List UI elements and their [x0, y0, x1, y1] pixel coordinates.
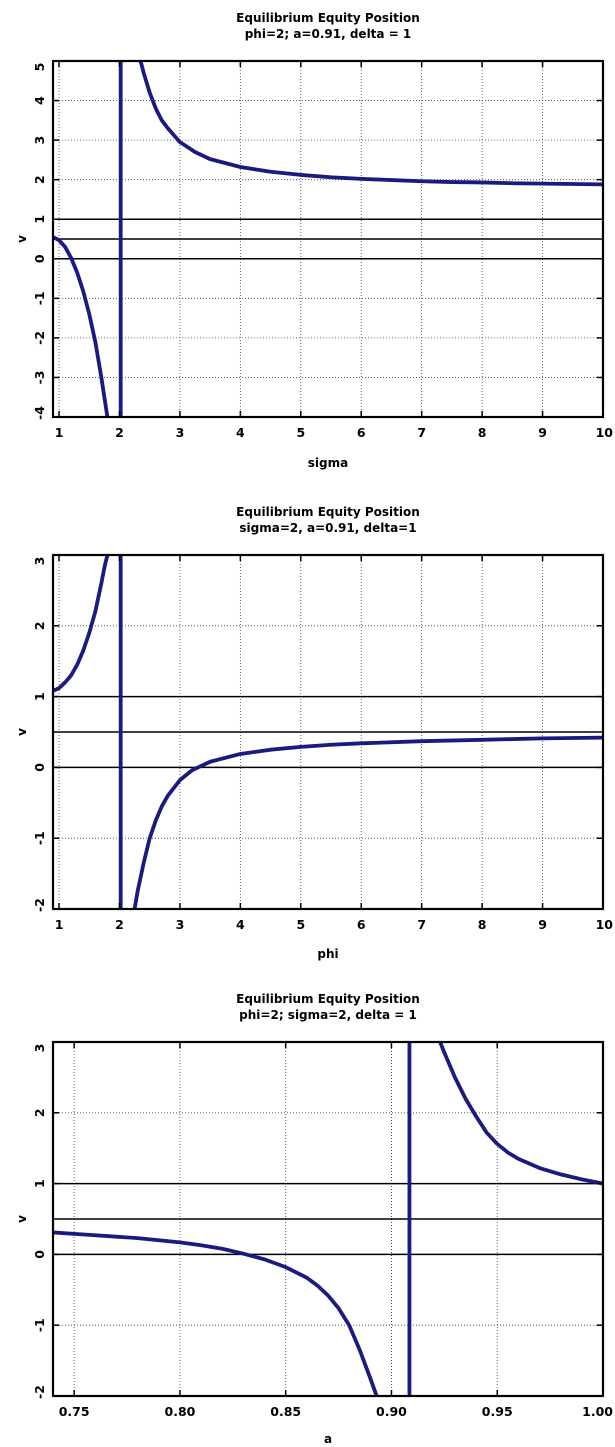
y-tick-label: 1: [32, 215, 47, 224]
y-tick-label: 3: [32, 557, 47, 566]
y-tick-label: 0: [32, 1250, 47, 1259]
x-tick-label: 2: [115, 425, 124, 440]
series-group: [53, 1042, 603, 1396]
series-group: [53, 61, 603, 417]
x-tick-label: 3: [176, 917, 185, 932]
chart-panel-2: Equilibrium Equity Position sigma=2, a=0.…: [15, 505, 613, 961]
chart-subtitle: phi=2; sigma=2, delta = 1: [239, 1008, 417, 1022]
x-axis-label: phi: [317, 947, 338, 961]
x-tick-label: 9: [538, 917, 547, 932]
chart-title: Equilibrium Equity Position: [236, 11, 420, 25]
x-tick-label: 6: [357, 917, 366, 932]
x-tick-label: 0.85: [270, 1404, 301, 1419]
y-tick-label: 2: [32, 621, 47, 630]
x-tick-label: 5: [296, 425, 305, 440]
plot-frame: [51, 553, 605, 911]
chart-panel-3: Equilibrium Equity Position phi=2; sigma=…: [15, 992, 613, 1446]
chart-subtitle: phi=2; a=0.91, delta = 1: [245, 27, 412, 41]
y-tick-label: -2: [32, 898, 47, 912]
y-tick-label: 0: [32, 763, 47, 772]
y-axis-label: v: [15, 235, 29, 243]
y-tick-label: 3: [32, 1044, 47, 1053]
y-tick-label: 2: [32, 1108, 47, 1117]
chart-title: Equilibrium Equity Position: [236, 992, 420, 1006]
x-axis-label: a: [324, 1432, 332, 1446]
y-tick-label: -2: [32, 331, 47, 345]
x-tick-label: 2: [115, 917, 124, 932]
series-line-2: [132, 735, 603, 909]
y-tick-label: 1: [32, 1179, 47, 1188]
x-axis-label: sigma: [308, 456, 348, 470]
x-tick-label: 10: [596, 917, 614, 932]
series-line-1: [53, 555, 110, 693]
y-tick-label: -1: [32, 1318, 47, 1332]
y-tick-label: -4: [32, 406, 47, 420]
x-tick-label: 3: [176, 425, 185, 440]
x-tick-label: 1.00: [582, 1404, 613, 1419]
y-tick-label: 0: [32, 254, 47, 263]
series-line-1: [53, 1230, 379, 1396]
y-tick-label: 4: [32, 96, 47, 105]
chart-subtitle: sigma=2, a=0.91, delta=1: [239, 521, 416, 535]
y-tick-label: -3: [32, 370, 47, 384]
x-tick-label: 1: [55, 917, 64, 932]
series-line-2: [138, 61, 603, 187]
x-tick-label: 7: [417, 425, 426, 440]
y-tick-label: 3: [32, 136, 47, 145]
y-tick-label: 2: [32, 175, 47, 184]
x-tick-label: 9: [538, 425, 547, 440]
x-tick-label: 4: [236, 425, 245, 440]
x-tick-label: 8: [478, 425, 487, 440]
y-tick-label: 5: [32, 63, 47, 72]
chart-panel-1: Equilibrium Equity Position phi=2; a=0.91…: [15, 11, 613, 470]
plot-frame: [51, 59, 605, 419]
x-tick-label: 8: [478, 917, 487, 932]
y-axis-label: v: [15, 728, 29, 736]
y-tick-label: 1: [32, 692, 47, 701]
x-tick-label: 1: [55, 425, 64, 440]
series-group: [53, 555, 603, 909]
x-tick-label: 5: [296, 917, 305, 932]
y-tick-label: -2: [32, 1385, 47, 1399]
series-line-2: [438, 1042, 603, 1186]
y-axis-label: v: [15, 1215, 29, 1223]
y-tick-label: -1: [32, 291, 47, 305]
x-tick-label: 0.80: [165, 1404, 196, 1419]
chart-title: Equilibrium Equity Position: [236, 505, 420, 519]
series-line-1: [53, 235, 110, 417]
x-tick-label: 10: [596, 425, 614, 440]
y-tick-label: -1: [32, 831, 47, 845]
plot-frame: [51, 1040, 605, 1398]
x-tick-label: 0.95: [482, 1404, 513, 1419]
x-tick-label: 0.90: [376, 1404, 407, 1419]
x-tick-label: 4: [236, 917, 245, 932]
x-tick-label: 6: [357, 425, 366, 440]
x-tick-label: 0.75: [59, 1404, 90, 1419]
x-tick-label: 7: [417, 917, 426, 932]
